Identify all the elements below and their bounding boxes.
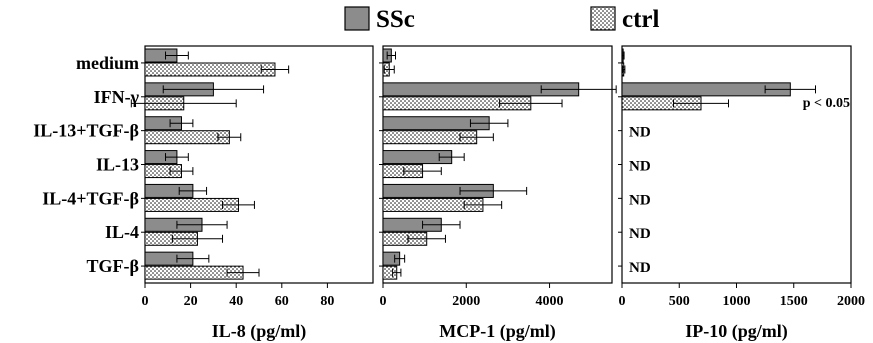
not-detected-label: ND <box>629 159 651 175</box>
not-detected-label: ND <box>629 125 651 141</box>
category-label: IL-4 <box>105 222 139 242</box>
category-label: IL-13 <box>96 155 139 175</box>
legend-label-ssc: SSc <box>376 6 415 33</box>
x-tick-label: 40 <box>229 294 243 309</box>
legend-label-ctrl: ctrl <box>622 6 660 33</box>
x-axis-label: MCP-1 (pg/ml) <box>439 321 555 342</box>
x-tick-label: 2000 <box>837 294 865 309</box>
x-axis-label: IL-8 (pg/ml) <box>212 321 307 342</box>
x-tick-label: 0 <box>619 294 626 309</box>
x-axis-label: IP-10 (pg/ml) <box>685 321 788 342</box>
legend: SSc ctrl <box>344 6 660 33</box>
chart-panel: 0 2000 4000 MCP-1 (pg/ml) <box>379 45 617 342</box>
plot-frame <box>621 45 852 284</box>
x-tick-label: 1500 <box>780 294 808 309</box>
category-label: IL-4+TGF-β <box>42 188 139 208</box>
not-detected-label: ND <box>629 226 651 242</box>
chart-panel: 0 500 1000 1500 2000 IP-10 (pg/ml) p < 0.05 ND N… <box>618 45 865 342</box>
x-tick-label: 1000 <box>723 294 751 309</box>
x-tick-label: 2000 <box>452 294 480 309</box>
category-label: IL-13+TGF-β <box>33 121 139 141</box>
bar <box>144 130 230 145</box>
category-label: TGF-β <box>87 256 139 276</box>
category-label: IFN-γ <box>94 87 140 107</box>
x-tick-label: 60 <box>275 294 289 309</box>
legend-swatch-ssc <box>344 6 370 31</box>
x-tick-label: 0 <box>142 294 149 309</box>
category-label: medium <box>76 53 139 73</box>
significance-annotation: p < 0.05 <box>803 96 850 111</box>
x-tick-label: 80 <box>320 294 334 309</box>
chart-panel: 0 20 40 60 80 IL-8 (pg/ml) <box>130 45 374 342</box>
x-tick-label: 0 <box>380 294 387 309</box>
x-tick-label: 4000 <box>536 294 564 309</box>
not-detected-label: ND <box>629 260 651 276</box>
legend-swatch-ctrl <box>590 6 616 31</box>
category-labels: medium IFN-γ IL-13+TGF-β IL-13 IL-4+TGF-β IL-… <box>33 53 139 276</box>
x-tick-label: 20 <box>184 294 198 309</box>
not-detected-label: ND <box>629 192 651 208</box>
x-tick-label: 500 <box>669 294 690 309</box>
bar <box>144 62 276 77</box>
chart-panels: 0 20 40 60 80 IL-8 (pg/ml) 0 2000 4000 MCP-1 (pg/… <box>130 45 865 342</box>
